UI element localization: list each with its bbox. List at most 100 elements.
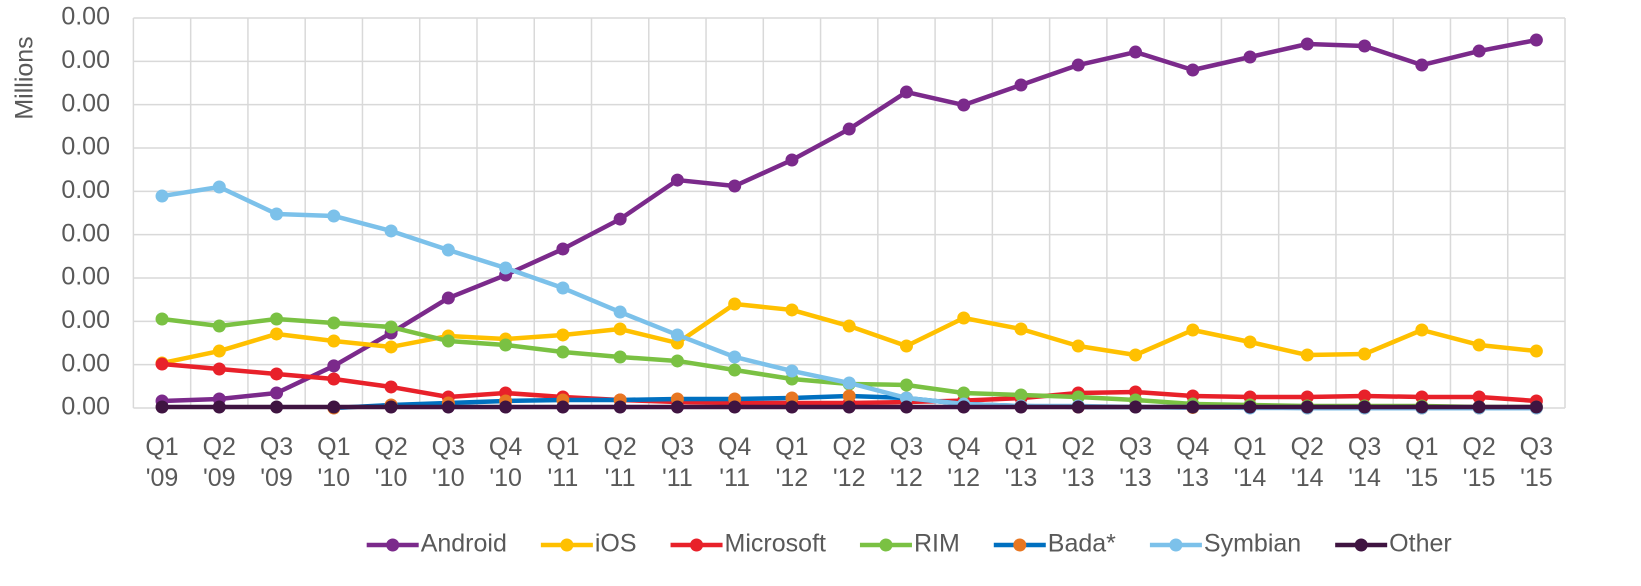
data-point	[1358, 39, 1372, 53]
data-point	[155, 312, 169, 326]
data-point	[842, 400, 856, 414]
x-tick-label: Q2 '12	[832, 433, 866, 492]
y-tick-label: 0.00	[61, 89, 110, 117]
data-point	[270, 400, 284, 414]
data-point	[556, 400, 570, 414]
y-tick-label: 0.00	[61, 306, 110, 334]
data-point	[957, 311, 971, 325]
legend-marker	[879, 538, 893, 552]
data-point	[1472, 390, 1486, 404]
data-point	[556, 242, 570, 256]
data-point	[785, 400, 799, 414]
data-point	[728, 179, 742, 193]
data-point	[1129, 45, 1143, 59]
data-point	[1129, 348, 1143, 362]
x-tick-label: Q3 '09	[259, 433, 294, 492]
legend-marker	[1013, 538, 1027, 552]
x-tick-label: Q3 '10	[431, 433, 466, 492]
data-point	[441, 334, 455, 348]
x-tick-label: Q3 '13	[1118, 433, 1153, 492]
data-point	[1529, 344, 1543, 358]
data-point	[212, 180, 226, 194]
data-point	[1129, 400, 1143, 414]
data-point	[1014, 388, 1028, 402]
x-tick-label: Q2 '13	[1061, 433, 1095, 492]
data-point	[957, 386, 971, 400]
data-point	[1529, 400, 1543, 414]
y-tick-label: 0.00	[61, 46, 110, 74]
data-point	[441, 400, 455, 414]
data-point	[327, 334, 341, 348]
data-point	[899, 391, 913, 405]
data-point	[155, 357, 169, 371]
data-point	[670, 173, 684, 187]
data-point	[728, 350, 742, 364]
data-point	[327, 209, 341, 223]
data-point	[899, 339, 913, 353]
data-point	[842, 319, 856, 333]
y-tick-label: 0.00	[61, 349, 110, 377]
data-point	[785, 391, 799, 405]
y-tick-label: 0.00	[61, 393, 110, 421]
legend-marker	[1354, 538, 1368, 552]
data-point	[899, 85, 913, 99]
data-point	[899, 400, 913, 414]
x-tick-label: Q1 '09	[145, 433, 179, 492]
data-point	[957, 400, 971, 414]
data-point	[1071, 390, 1085, 404]
data-point	[1300, 37, 1314, 51]
legend-label: RIM	[914, 530, 960, 558]
series-line	[161, 301, 1537, 366]
data-point	[728, 400, 742, 414]
x-tick-label: Q4 '11	[717, 433, 752, 492]
data-point	[1071, 339, 1085, 353]
data-point	[556, 281, 570, 295]
data-point	[441, 291, 455, 305]
data-point	[155, 400, 169, 414]
x-tick-label: Q1 '12	[775, 433, 809, 492]
data-point	[1243, 50, 1257, 64]
data-point	[212, 319, 226, 333]
y-tick-label: 0.00	[61, 3, 110, 31]
data-point	[270, 312, 284, 326]
data-point	[670, 354, 684, 368]
data-point	[327, 316, 341, 330]
series-line	[161, 184, 1537, 411]
data-point	[1529, 33, 1543, 47]
data-point	[327, 372, 341, 386]
data-point	[270, 367, 284, 381]
legend-label: Bada*	[1048, 530, 1116, 558]
data-point	[499, 261, 513, 275]
legend-marker	[386, 538, 400, 552]
data-point	[842, 389, 856, 403]
data-point	[556, 345, 570, 359]
data-point	[613, 305, 627, 319]
x-tick-label: Q3 '12	[889, 433, 924, 492]
data-point	[212, 400, 226, 414]
data-point	[613, 322, 627, 336]
x-tick-label: Q2 '09	[202, 433, 236, 492]
legend-label: Symbian	[1204, 530, 1301, 558]
data-point	[1014, 322, 1028, 336]
data-point	[1186, 323, 1200, 337]
x-tick-label: Q2 '10	[374, 433, 408, 492]
legend-label: Microsoft	[725, 530, 826, 558]
data-point	[785, 303, 799, 317]
legend: Android iOS Microsoft RIM Bada* Symbian Other	[366, 530, 1452, 558]
y-tick-label: 0.00	[61, 263, 110, 291]
x-tick-label: Q3 '11	[660, 433, 695, 492]
data-point	[728, 363, 742, 377]
data-point	[1071, 58, 1085, 72]
data-point	[384, 400, 398, 414]
x-tick-label: Q3 '14	[1347, 433, 1382, 492]
data-point	[327, 400, 341, 414]
legend-label: Android	[421, 530, 507, 558]
data-point	[957, 98, 971, 112]
data-point	[1300, 348, 1314, 362]
data-point	[212, 362, 226, 376]
x-tick-label: Q3 '15	[1519, 433, 1554, 492]
x-tick-label: Q2 '14	[1290, 433, 1324, 492]
data-point	[556, 328, 570, 342]
data-point	[1014, 400, 1028, 414]
